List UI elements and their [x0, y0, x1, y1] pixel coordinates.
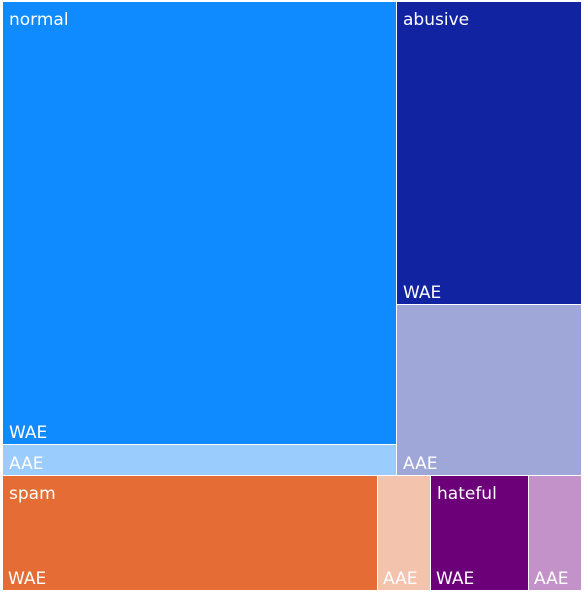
abusive-wae-tile: [397, 2, 581, 304]
hateful-aae-label: AAE: [534, 569, 569, 589]
spam-group-label: spam: [9, 484, 56, 504]
normal-group-label: normal: [9, 10, 69, 30]
abusive-aae-tile: [397, 305, 581, 475]
normal-wae-tile: [3, 2, 396, 444]
spam-aae-label: AAE: [383, 569, 418, 589]
spam-wae-label: WAE: [8, 569, 47, 589]
abusive-aae-label: AAE: [403, 454, 438, 474]
hateful-aae-tile: [529, 476, 581, 590]
spam-aae-tile: [378, 476, 430, 590]
normal-wae-label: WAE: [9, 423, 48, 443]
normal-aae-tile: [3, 445, 396, 475]
abusive-wae-label: WAE: [403, 283, 442, 303]
spam-wae-tile: [3, 476, 377, 590]
hateful-wae-label: WAE: [436, 569, 475, 589]
normal-aae-label: AAE: [9, 454, 44, 474]
hateful-group-label: hateful: [437, 484, 497, 504]
hateful-wae-tile: [431, 476, 528, 590]
abusive-group-label: abusive: [403, 10, 470, 30]
